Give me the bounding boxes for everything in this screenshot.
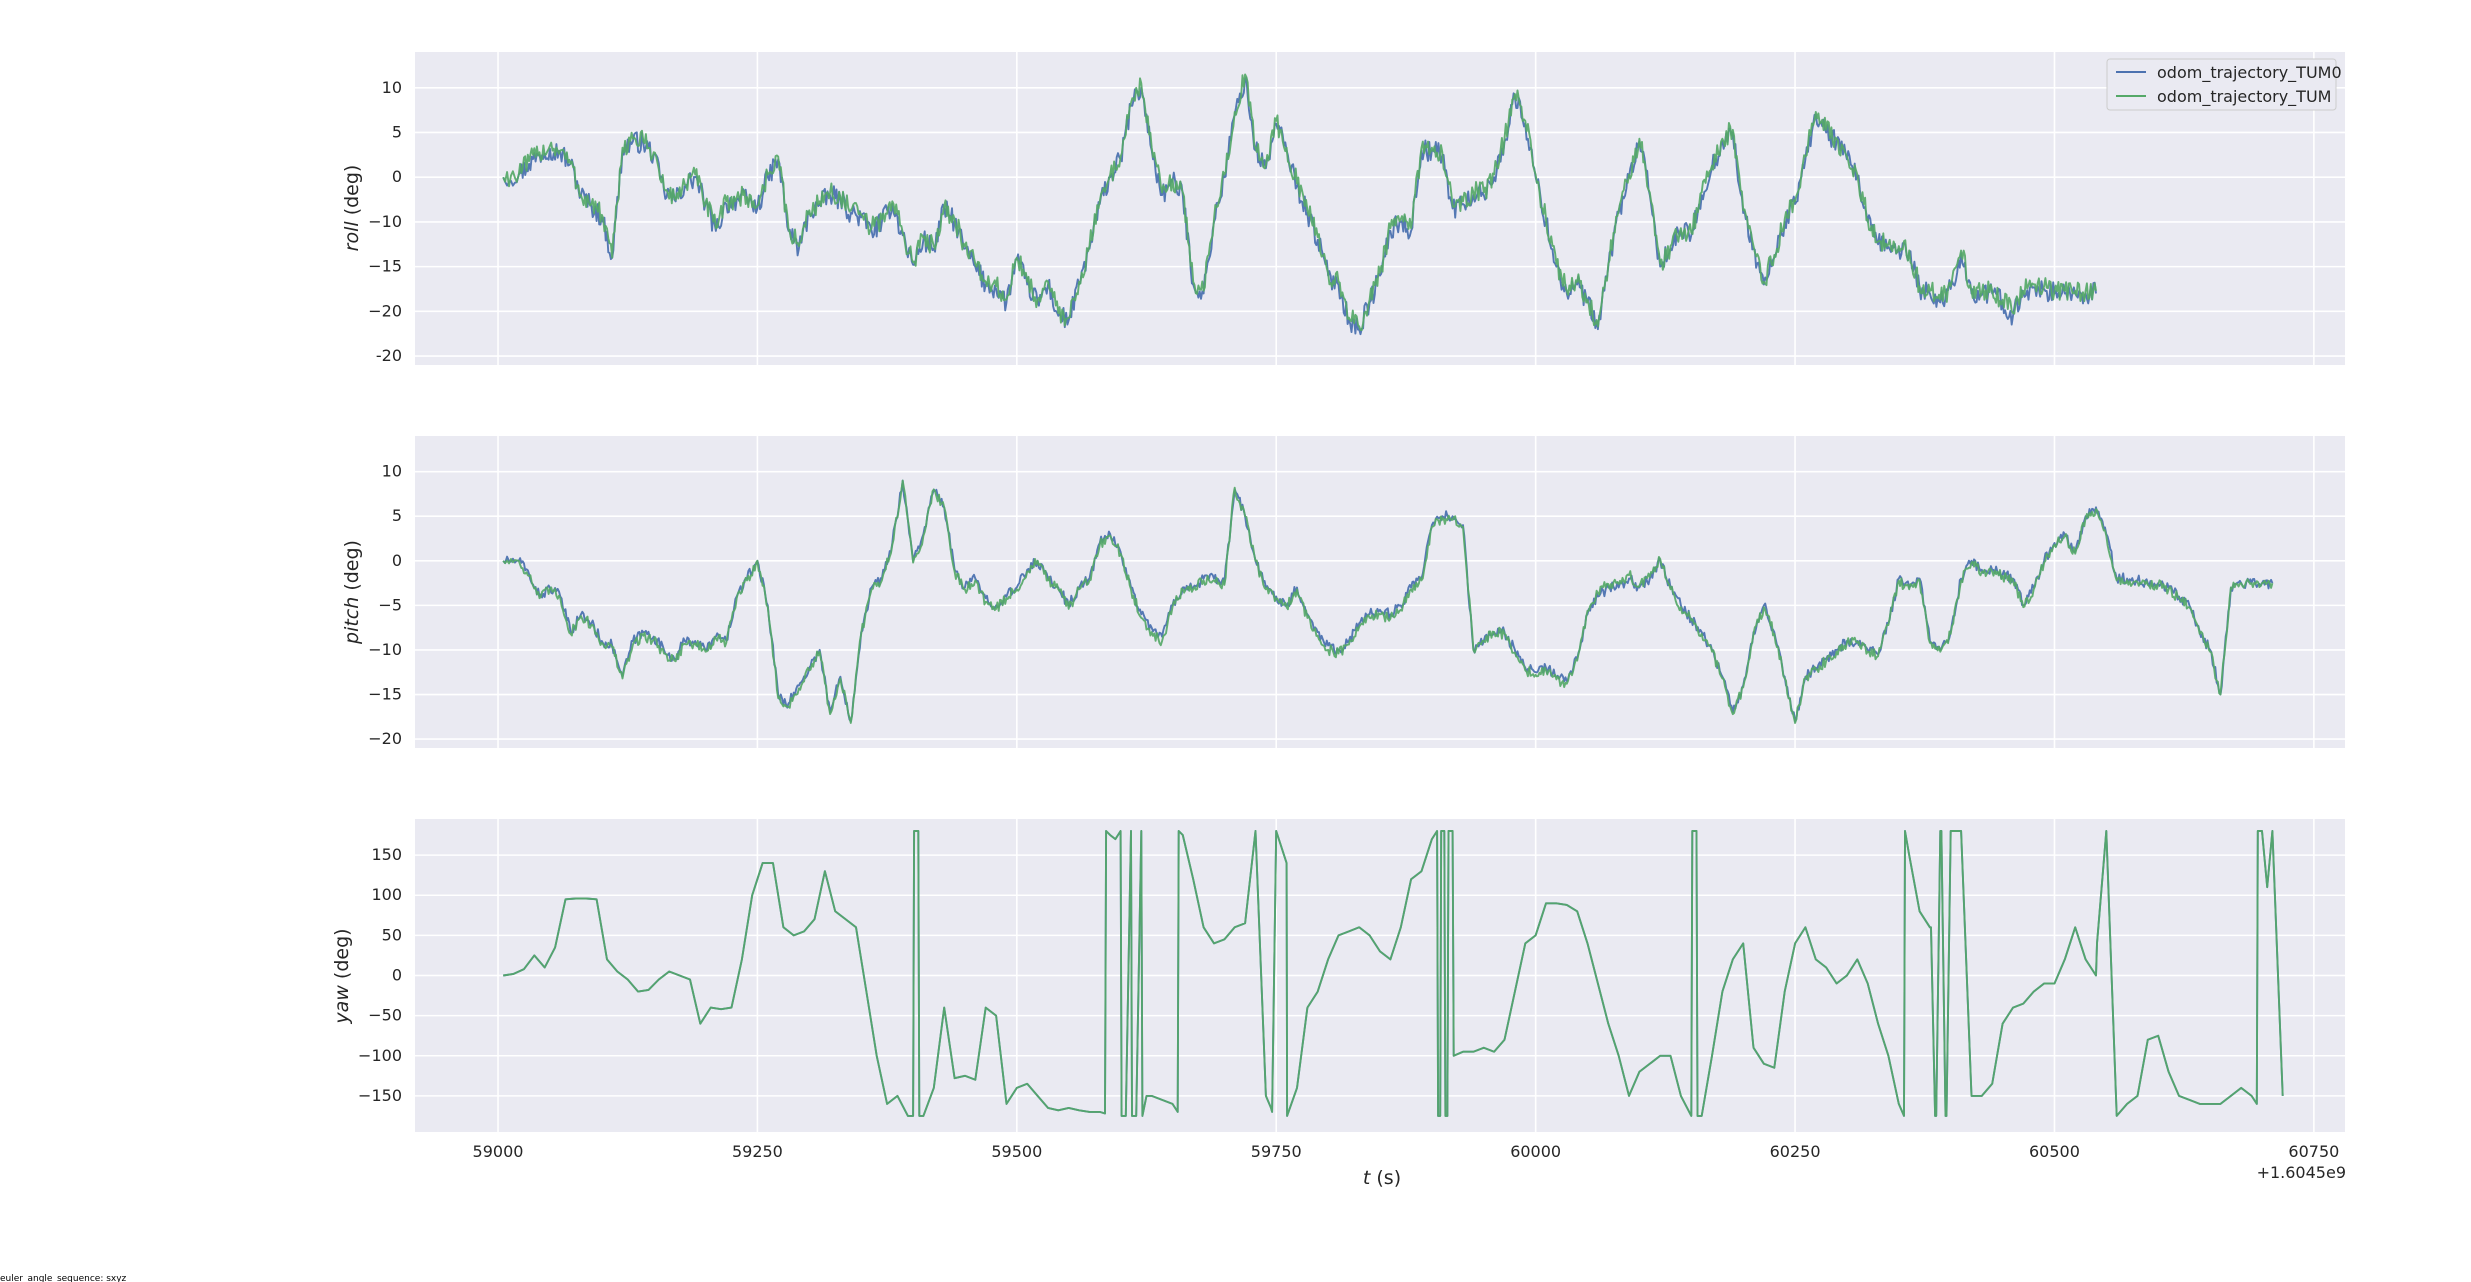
y-tick-label-yaw-3: 0 (392, 966, 402, 985)
y-ticks-pitch: 10 5 0 −5 −10 −15 −20 (368, 462, 402, 748)
legend-box (2106, 58, 2337, 111)
y-tick-label-roll-6: -20 (376, 346, 402, 365)
x-tick-labels: 59000 59250 59500 59750 60000 60250 60500 60750 (473, 1142, 2340, 1161)
plot-area-pitch (415, 436, 2345, 748)
x-axis-label: t (s) (1363, 1167, 1401, 1189)
x-tick-label-5: 60250 (1770, 1142, 1821, 1161)
y-tick-label-yaw-2: 50 (382, 925, 402, 944)
y-ticks-yaw: 150 100 50 0 −50 −100 −150 (358, 845, 402, 1105)
euler-angle-footnote: euler_angle_sequence: sxyz (0, 1274, 127, 1282)
x-tick-label-1: 59250 (732, 1142, 783, 1161)
y-tick-label-pitch-1: 5 (392, 506, 402, 525)
y-tick-label-roll-5: −20 (368, 301, 402, 320)
panel-roll: 10 5 0 −10 −15 −20 -20 roll (deg) odom_traject… (341, 52, 2345, 365)
series-roll-odom_trajectory_TUM (502, 73, 2097, 332)
x-tick-label-2: 59500 (991, 1142, 1042, 1161)
y-tick-label-pitch-6: −20 (368, 729, 402, 748)
y-tick-label-pitch-5: −15 (368, 685, 402, 704)
y-tick-label-pitch-0: 10 (382, 462, 402, 481)
panel-yaw: 150 100 50 0 −50 −100 −150 yaw (deg) (331, 819, 2345, 1132)
series-roll-odom_trajectory_TUM0 (502, 76, 2097, 336)
plot-area-roll (415, 52, 2345, 365)
series-lines-roll (502, 73, 2097, 336)
y-tick-label-roll-4: −15 (368, 257, 402, 276)
y-tick-label-pitch-4: −10 (368, 640, 402, 659)
y-axis-label-roll: roll (deg) (341, 165, 363, 252)
x-tick-label-4: 60000 (1510, 1142, 1561, 1161)
y-tick-label-yaw-0: 150 (371, 845, 402, 864)
y-tick-label-pitch-3: −5 (378, 595, 402, 614)
y-tick-label-roll-1: 5 (392, 122, 402, 141)
x-tick-label-6: 60500 (2029, 1142, 2080, 1161)
y-tick-label-yaw-4: −50 (368, 1006, 402, 1025)
legend: odom_trajectory_TUM0 odom_trajectory_TUM (2106, 58, 2342, 111)
y-tick-label-yaw-6: −150 (358, 1086, 402, 1105)
series-yaw-odom_trajectory_TUM (503, 830, 2284, 1117)
series-pitch-odom_trajectory_TUM (502, 479, 2274, 724)
y-tick-label-roll-0: 10 (382, 78, 402, 97)
y-axis-label-pitch: pitch (deg) (341, 540, 363, 645)
x-tick-label-0: 59000 (473, 1142, 524, 1161)
y-tick-label-pitch-2: 0 (392, 551, 402, 570)
y-tick-label-yaw-5: −100 (358, 1046, 402, 1065)
series-lines-yaw (503, 830, 2284, 1117)
legend-entry-tum: odom_trajectory_TUM (2157, 87, 2331, 107)
y-tick-label-yaw-1: 100 (371, 885, 402, 904)
x-tick-label-7: 60750 (2288, 1142, 2339, 1161)
y-tick-label-roll-3: −10 (368, 212, 402, 231)
y-ticks-roll: 10 5 0 −10 −15 −20 -20 (368, 78, 402, 365)
grid-pitch (415, 436, 2345, 748)
grid-yaw (415, 819, 2345, 1132)
y-tick-label-roll-2: 0 (392, 167, 402, 186)
legend-entry-tum0: odom_trajectory_TUM0 (2157, 63, 2342, 83)
panel-pitch: 10 5 0 −5 −10 −15 −20 pitch (deg) (341, 436, 2345, 748)
x-tick-label-3: 59750 (1251, 1142, 1302, 1161)
series-lines-pitch (502, 479, 2274, 724)
y-axis-label-yaw: yaw (deg) (331, 928, 353, 1024)
x-axis-offset-label: +1.6045e9 (2257, 1163, 2346, 1182)
grid-roll (415, 52, 2345, 365)
